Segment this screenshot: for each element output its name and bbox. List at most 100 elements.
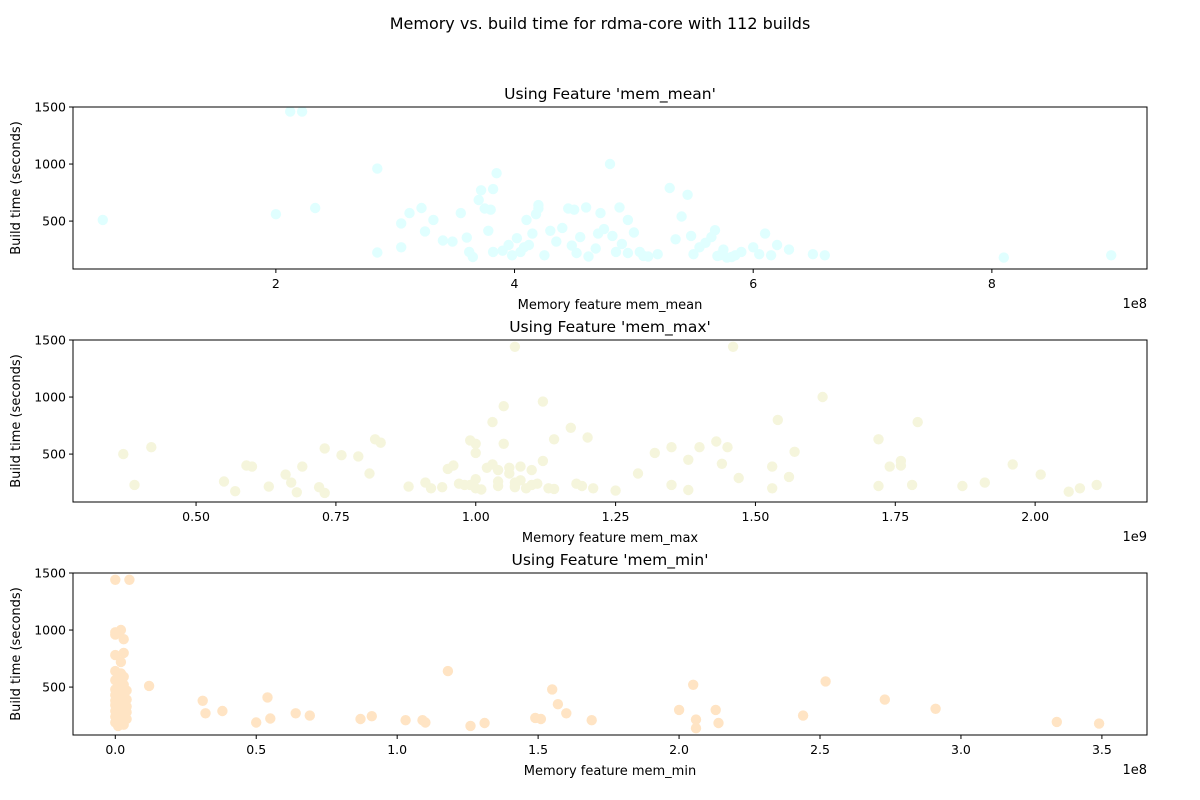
data-point	[465, 720, 476, 732]
data-point	[487, 416, 498, 428]
x-tick-label: 8	[988, 276, 996, 291]
x-tick-label: 1.00	[462, 509, 490, 524]
data-point	[1091, 479, 1102, 491]
y-tick-label: 1500	[34, 566, 66, 581]
data-point	[819, 250, 830, 261]
axes-title: Using Feature 'mem_min'	[511, 551, 708, 570]
data-point	[419, 226, 431, 237]
data-point	[552, 699, 564, 710]
data-point	[759, 228, 771, 239]
data-point	[817, 391, 828, 403]
data-point	[690, 714, 702, 725]
data-point	[115, 656, 127, 668]
data-point	[690, 723, 702, 734]
data-point	[590, 243, 601, 254]
data-point	[285, 107, 296, 117]
data-point	[685, 230, 697, 242]
data-point	[124, 574, 135, 585]
data-point	[372, 163, 383, 174]
data-point	[595, 207, 606, 219]
data-point	[598, 223, 610, 235]
x-offset-label: 1e8	[1122, 297, 1147, 312]
data-point	[754, 249, 765, 260]
data-point	[396, 218, 407, 229]
data-point	[492, 476, 504, 487]
data-point	[797, 710, 809, 721]
data-point	[523, 239, 535, 251]
data-point	[569, 204, 580, 215]
data-point	[533, 203, 544, 214]
data-point	[771, 239, 783, 251]
chart-panel-3: 0.0 0.5 1.0 1.5 2.0 2.5 3.0 3.5 500 1000 1500 Using…	[9, 551, 1148, 779]
data-point	[110, 574, 121, 585]
chart-panel-2: 0.50 0.75 1.00 1.25 1.50 1.75 2.00 500 1000 1500 U…	[9, 318, 1148, 546]
data-point	[733, 472, 744, 484]
data-point	[688, 679, 699, 690]
data-point	[614, 202, 625, 213]
data-point	[576, 480, 588, 492]
data-point	[506, 250, 518, 261]
data-point	[420, 717, 431, 728]
x-tick-label: 1.5	[528, 742, 548, 757]
data-point	[673, 704, 685, 716]
data-point	[487, 246, 499, 258]
data-point	[652, 249, 663, 260]
x-tick-label: 1.75	[881, 509, 909, 524]
data-point	[503, 239, 514, 251]
data-point	[906, 479, 918, 491]
data-point	[515, 461, 526, 472]
data-point	[280, 469, 291, 480]
data-point	[290, 708, 301, 719]
data-point	[509, 341, 521, 352]
data-point	[547, 684, 558, 695]
x-tick-label: 3.5	[1092, 742, 1112, 757]
data-point	[291, 487, 302, 498]
x-tick-label: 3.0	[951, 742, 971, 757]
data-point	[783, 244, 795, 255]
data-point	[475, 185, 487, 196]
data-point	[1074, 483, 1086, 494]
data-point	[709, 225, 721, 236]
data-point	[716, 458, 728, 469]
figure-title: Memory vs. build time for rdma-core with…	[389, 14, 811, 33]
data-point	[527, 228, 538, 239]
y-tick-label: 1000	[34, 390, 66, 405]
x-tick-label: 1.50	[742, 509, 770, 524]
scatter-series	[97, 107, 1117, 263]
data-point	[296, 107, 308, 117]
data-point	[437, 235, 449, 246]
data-point	[442, 665, 454, 677]
data-point	[710, 704, 721, 716]
y-tick-label: 1000	[34, 623, 66, 638]
data-point	[353, 451, 364, 462]
data-point	[683, 484, 694, 496]
data-point	[511, 233, 523, 244]
data-point	[676, 211, 687, 222]
data-point	[455, 207, 466, 219]
data-point	[428, 214, 439, 226]
data-point	[912, 416, 923, 428]
data-point	[118, 647, 129, 659]
x-axis-label: Memory feature mem_max	[522, 531, 699, 546]
data-point	[286, 477, 297, 488]
data-point	[336, 450, 347, 461]
data-point	[355, 713, 366, 725]
data-point	[375, 437, 386, 448]
data-point	[666, 442, 677, 453]
data-point	[217, 705, 228, 717]
data-point	[561, 708, 572, 719]
data-point	[310, 202, 321, 214]
data-point	[622, 214, 634, 226]
data-point	[461, 232, 472, 243]
data-point	[372, 247, 383, 258]
x-tick-label: 0.0	[105, 742, 125, 757]
data-point	[319, 443, 330, 454]
data-point	[711, 436, 722, 447]
data-point	[545, 225, 556, 236]
data-point	[664, 182, 675, 194]
data-point	[767, 461, 778, 472]
data-point	[580, 202, 592, 213]
y-axis-label: Build time (seconds)	[9, 587, 24, 721]
data-point	[535, 713, 547, 725]
data-point	[262, 692, 273, 703]
